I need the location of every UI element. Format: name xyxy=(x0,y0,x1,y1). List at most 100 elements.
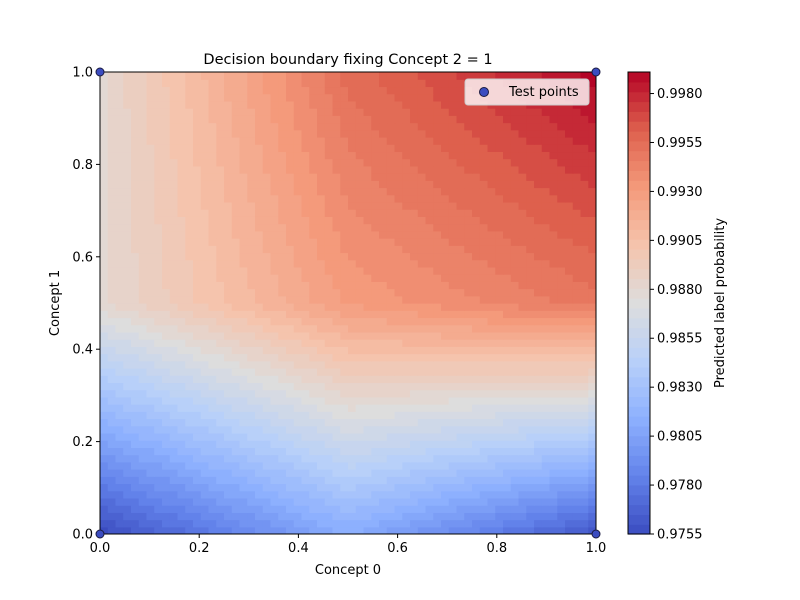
contour-cell xyxy=(293,173,303,181)
contour-cell xyxy=(580,411,589,420)
contour-cell xyxy=(216,483,225,492)
contour-cell xyxy=(565,360,574,369)
contour-cell xyxy=(394,418,403,427)
contour-cell xyxy=(185,274,194,282)
contour-cell xyxy=(456,461,465,470)
contour-cell xyxy=(324,216,334,225)
contour-cell xyxy=(100,461,109,470)
contour-cell xyxy=(541,497,551,506)
contour-cell xyxy=(557,209,566,217)
contour-cell xyxy=(572,440,582,448)
contour-cell xyxy=(495,115,504,124)
contour-cell xyxy=(394,497,403,506)
contour-cell xyxy=(200,72,210,80)
contour-cell xyxy=(433,483,442,492)
contour-cell xyxy=(495,136,504,145)
contour-cell xyxy=(301,115,310,124)
contour-cell xyxy=(185,79,194,88)
contour-cell xyxy=(464,151,473,160)
contour-cell xyxy=(100,158,109,167)
contour-cell xyxy=(472,144,481,153)
contour-cell xyxy=(355,194,365,203)
contour-cell xyxy=(572,266,582,275)
contour-cell xyxy=(185,252,194,261)
contour-cell xyxy=(394,158,403,167)
contour-cell xyxy=(410,310,419,319)
contour-cell xyxy=(425,512,434,521)
contour-cell xyxy=(417,483,427,492)
contour-cell xyxy=(580,497,589,506)
contour-cell xyxy=(185,173,194,181)
contour-cell xyxy=(503,72,512,80)
contour-cell xyxy=(526,230,535,239)
contour-cell xyxy=(386,396,396,405)
contour-cell xyxy=(456,259,465,268)
contour-cell xyxy=(363,353,372,362)
contour-cell xyxy=(286,93,295,102)
contour-cell xyxy=(262,382,272,391)
contour-cell xyxy=(410,245,419,254)
contour-cell xyxy=(100,194,109,203)
contour-cell xyxy=(193,469,202,477)
contour-cell xyxy=(270,432,279,441)
contour-cell xyxy=(580,389,589,398)
contour-cell xyxy=(262,303,272,311)
contour-cell xyxy=(510,180,520,189)
contour-cell xyxy=(510,382,520,391)
contour-cell xyxy=(363,317,372,326)
colorbar-segment xyxy=(628,494,650,506)
contour-cell xyxy=(138,259,148,268)
contour-cell xyxy=(231,512,241,521)
contour-cell xyxy=(138,454,148,463)
contour-cell xyxy=(363,238,372,246)
contour-cell xyxy=(270,367,279,376)
contour-cell xyxy=(185,425,194,434)
contour-cell xyxy=(138,339,148,347)
contour-cell xyxy=(193,425,202,434)
contour-cell xyxy=(100,151,109,160)
contour-cell xyxy=(402,411,411,420)
contour-cell xyxy=(417,281,427,290)
contour-cell xyxy=(510,461,520,470)
contour-cell xyxy=(487,367,496,376)
contour-cell xyxy=(169,223,179,232)
contour-cell xyxy=(402,100,411,109)
contour-cell xyxy=(464,115,473,124)
contour-cell xyxy=(441,303,450,311)
contour-cell xyxy=(278,382,287,391)
contour-cell xyxy=(394,526,403,534)
contour-cell xyxy=(293,303,303,311)
contour-cell xyxy=(146,317,155,326)
contour-cell xyxy=(518,396,527,405)
contour-cell xyxy=(177,497,186,506)
contour-cell xyxy=(588,346,596,355)
contour-cell xyxy=(115,136,124,145)
contour-cell xyxy=(526,324,535,333)
contour-cell xyxy=(472,223,481,232)
contour-cell xyxy=(270,151,279,160)
contour-cell xyxy=(464,252,473,261)
contour-cell xyxy=(317,353,326,362)
contour-cell xyxy=(479,180,489,189)
contour-cell xyxy=(541,108,551,116)
contour-cell xyxy=(549,266,558,275)
contour-cell xyxy=(433,144,442,153)
contour-cell xyxy=(526,129,535,138)
contour-cell xyxy=(479,281,489,290)
contour-cell xyxy=(348,360,357,369)
contour-cell xyxy=(371,375,380,384)
contour-cell xyxy=(487,115,496,124)
contour-cell xyxy=(324,447,334,456)
contour-cell xyxy=(224,367,233,376)
colorbar-tick-label: 0.9905 xyxy=(657,234,703,249)
contour-cell xyxy=(433,136,442,145)
contour-cell xyxy=(169,187,179,196)
contour-cell xyxy=(379,79,388,88)
contour-cell xyxy=(588,447,596,456)
contour-cell xyxy=(526,317,535,326)
contour-cell xyxy=(100,396,109,405)
contour-cell xyxy=(200,158,210,167)
contour-cell xyxy=(317,490,326,499)
contour-cell xyxy=(138,209,148,217)
colorbar-segment xyxy=(628,278,650,289)
